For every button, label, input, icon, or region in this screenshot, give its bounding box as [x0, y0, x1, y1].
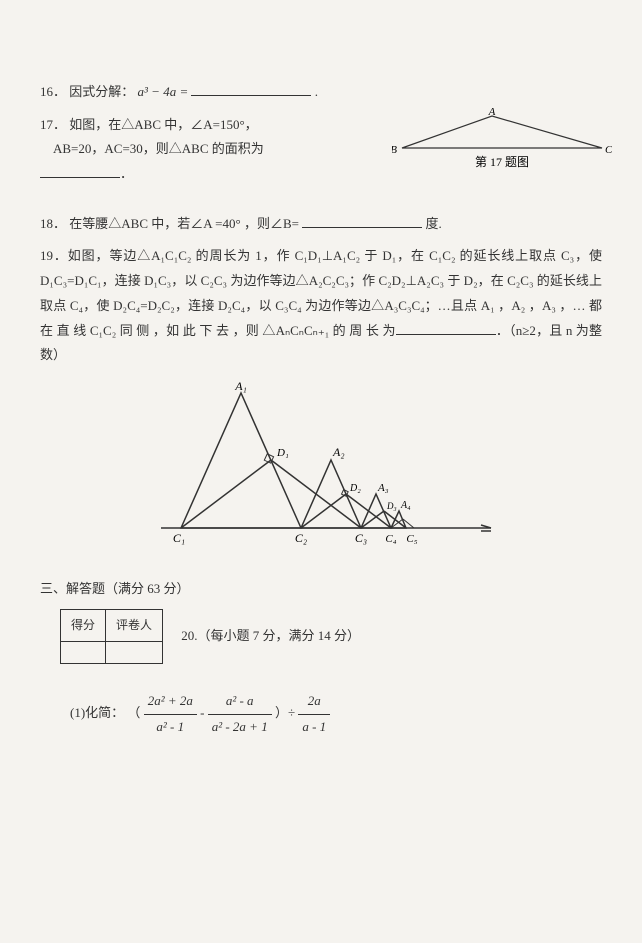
q16-text: 因式分解： — [69, 84, 134, 99]
q17-caption: 第 17 题图 — [475, 155, 529, 169]
score-table: 得分 评卷人 — [60, 609, 163, 664]
q17-line1: 如图，在△ABC 中，∠A=150°， — [69, 117, 257, 132]
q17-line2: AB=20，AC=30，则△ABC 的面积为 — [53, 141, 264, 156]
svg-text:D₂: D₂ — [349, 483, 361, 494]
q17-end: ． — [120, 166, 133, 181]
triangle-diagram: A B C 第 17 题图 — [392, 108, 612, 178]
q19-blank — [396, 322, 496, 335]
q16-end: . — [315, 84, 318, 99]
q18-blank — [302, 215, 422, 228]
q19-number: 19． — [40, 248, 68, 263]
q17-figure: A B C 第 17 题图 — [392, 108, 612, 187]
question-18: 18． 在等腰△ABC 中，若∠A =40° ，则∠B= 度. — [40, 212, 602, 237]
svg-text:A₂: A₂ — [332, 445, 345, 459]
q20-part1: (1)化简： （ 2a² + 2a a² - 1 - a² - a a² - 2… — [70, 689, 602, 739]
score-cell-2 — [106, 642, 163, 664]
label-C: C — [605, 144, 612, 156]
minus: - — [200, 705, 208, 720]
rparen-div: ）÷ — [275, 705, 298, 720]
svg-text:C₂: C₂ — [295, 531, 307, 545]
fraction-2: a² - a a² - 2a + 1 — [208, 689, 272, 739]
q18-number: 18． — [40, 216, 66, 231]
fraction-3: 2a a - 1 — [298, 689, 330, 739]
fraction-1: 2a² + 2a a² - 1 — [144, 689, 197, 739]
q19-figure: A₁ A₂ A₃ A₄ D₁ D₂ D₃ C₁ C₂ C₃ C₄ C₅ — [40, 378, 602, 557]
question-19: 19．如图，等边△A₁C₁C₂ 的周长为 1，作 C₁D₁⊥A₁C₂ 于 D₁，… — [40, 244, 602, 367]
question-17: 17． 如图，在△ABC 中，∠A=150°， AB=20，AC=30，则△AB… — [40, 113, 602, 187]
svg-text:D₃: D₃ — [386, 501, 397, 511]
q16-number: 16． — [40, 84, 66, 99]
svg-text:A₄: A₄ — [400, 500, 411, 511]
section-3-title: 三、解答题（满分 63 分） — [40, 577, 602, 602]
score-header-1: 得分 — [61, 610, 106, 642]
q16-blank — [191, 83, 311, 96]
q20-part1-label: (1)化简： — [70, 705, 124, 720]
svg-text:D₁: D₁ — [276, 447, 289, 459]
q17-number: 17． — [40, 117, 66, 132]
svg-text:A₃: A₃ — [377, 482, 389, 494]
q18-text-a: 在等腰△ABC 中，若∠A =40° ，则∠B= — [69, 216, 299, 231]
label-B: B — [392, 144, 397, 156]
iterated-triangles-diagram: A₁ A₂ A₃ A₄ D₁ D₂ D₃ C₁ C₂ C₃ C₄ C₅ — [141, 378, 501, 548]
svg-text:C₁: C₁ — [173, 531, 185, 545]
question-16: 16． 因式分解： a³ − 4a = . — [40, 80, 602, 105]
q17-blank — [40, 165, 120, 178]
score-cell-1 — [61, 642, 106, 664]
svg-text:C₃: C₃ — [355, 531, 367, 545]
score-row: 得分 评卷人 20.（每小题 7 分，满分 14 分） — [40, 609, 602, 664]
q20-label: 20.（每小题 7 分，满分 14 分） — [181, 624, 360, 649]
svg-text:C₅: C₅ — [406, 533, 417, 545]
label-A: A — [488, 108, 496, 118]
svg-text:A₁: A₁ — [234, 379, 247, 393]
lparen: （ — [127, 705, 140, 720]
q18-text-b: 度. — [425, 216, 441, 231]
svg-text:C₄: C₄ — [385, 533, 396, 545]
score-header-2: 评卷人 — [106, 610, 163, 642]
q16-expr: a³ − 4a = — [138, 84, 189, 99]
